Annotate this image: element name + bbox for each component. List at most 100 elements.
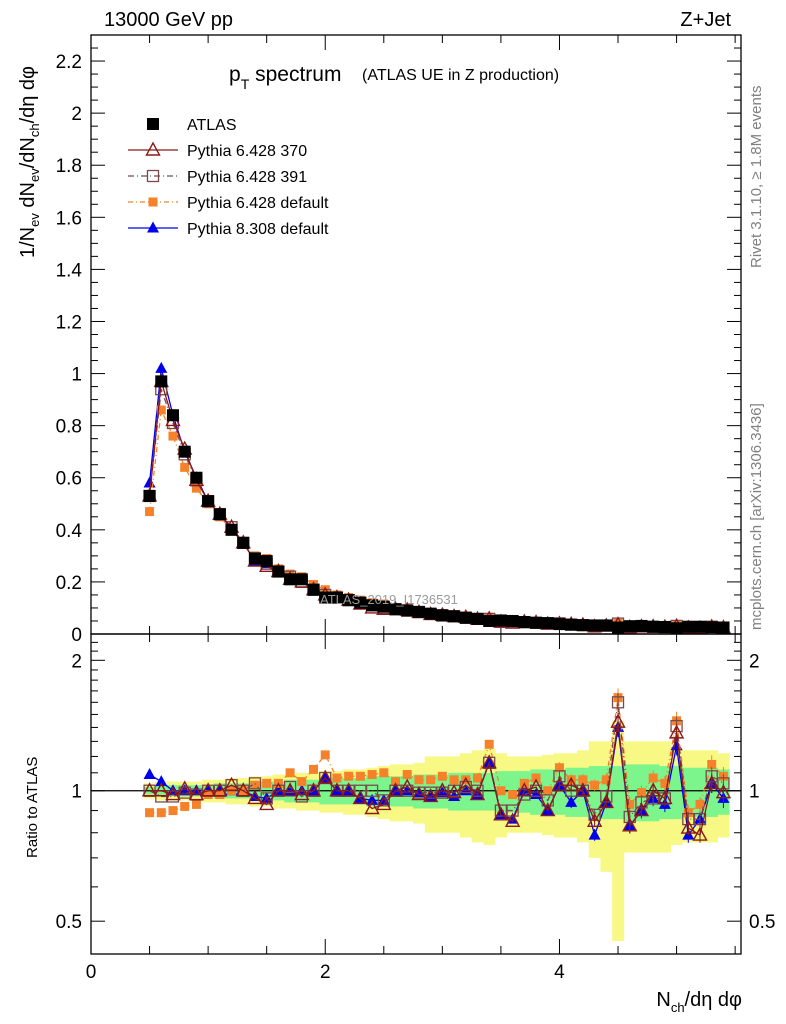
ratio-point	[344, 771, 354, 781]
ratio-series-pythia-6-428-370	[141, 712, 732, 843]
ratio-point	[461, 775, 471, 785]
ratio-series-line	[149, 697, 724, 814]
ratio-point	[376, 795, 392, 811]
ratio-point	[367, 770, 377, 780]
data-point	[612, 621, 625, 634]
ratio-point	[270, 782, 287, 797]
data-point	[576, 619, 589, 632]
data-point	[717, 621, 730, 634]
band-inner-bin	[588, 766, 601, 820]
data-point	[155, 361, 168, 373]
data-point	[180, 462, 190, 472]
data-point	[143, 489, 156, 502]
ratio-point	[704, 774, 720, 790]
header-right-label: Z+Jet	[680, 9, 731, 31]
ratio-point	[177, 780, 193, 795]
ratio-point	[516, 782, 533, 797]
data-point	[284, 573, 297, 586]
ratio-point	[424, 786, 437, 799]
ratio-point	[481, 754, 497, 769]
ratio-point	[458, 776, 474, 791]
legend-label: ATLAS	[187, 117, 237, 134]
data-point	[190, 471, 203, 484]
ratio-point	[565, 795, 578, 807]
main-ytick-label: 1.4	[56, 260, 83, 281]
ratio-point	[250, 780, 260, 790]
analysis-watermark: ATLAS_2019_I1736531	[320, 592, 458, 607]
ratio-point	[586, 812, 603, 828]
ratio-point	[472, 773, 482, 783]
ratio-point	[320, 750, 330, 760]
data-point	[635, 619, 648, 632]
main-ytick-label: 0	[71, 625, 82, 646]
main-axis-ticks: 0 0.2 0.4 0.6 0.8 1 1.2 1.4 1.6 1.8 2 2.2 0 2 4	[56, 35, 741, 983]
ratio-point	[554, 763, 564, 773]
data-point	[191, 483, 201, 493]
ratio-point	[625, 799, 635, 809]
legend: ATLAS Pythia 6.428 370 Pythia 6.428 391 Pyt…	[128, 117, 329, 238]
data-point	[494, 614, 507, 627]
ratio-point	[248, 777, 262, 790]
legend-label: Pythia 6.428 370	[187, 143, 307, 160]
data-point	[307, 583, 320, 596]
header-left-label: 13000 GeV pp	[104, 9, 233, 31]
legend-label: Pythia 6.428 391	[187, 169, 307, 186]
legend-marker	[147, 118, 159, 130]
plot-title: pT spectrum	[229, 63, 341, 92]
data-point	[588, 619, 601, 632]
ratio-point	[601, 775, 611, 785]
data-point	[518, 616, 531, 629]
data-point	[225, 523, 238, 536]
ratio-point	[636, 788, 646, 798]
ratio-ytick-label-right: 2	[749, 651, 760, 672]
ratio-point	[504, 812, 521, 828]
ratio-point	[590, 780, 600, 790]
ratio-point	[436, 786, 449, 798]
data-point	[248, 552, 261, 565]
data-point	[553, 618, 566, 631]
xlabel: Nch/dη dφ	[656, 989, 742, 1015]
ratio-point	[578, 775, 588, 785]
ratio-point	[648, 773, 658, 783]
ratio-point	[330, 784, 343, 796]
ratio-point	[695, 799, 705, 809]
data-point	[143, 476, 156, 488]
ratio-point	[668, 724, 685, 739]
ratio-point	[575, 782, 591, 797]
ratio-point	[598, 793, 614, 809]
data-point	[155, 375, 168, 388]
data-point	[694, 620, 707, 633]
data-point	[168, 431, 178, 441]
data-point	[506, 614, 519, 627]
series-line	[148, 368, 724, 629]
ratio-point	[352, 789, 369, 805]
ratio-point	[531, 773, 541, 783]
ratio-point	[297, 777, 307, 787]
data-point	[342, 594, 355, 607]
main-ytick-label: 1.8	[56, 156, 82, 177]
ratio-point	[715, 784, 732, 799]
ratio-point	[145, 808, 155, 818]
legend-label: Pythia 8.308 default	[187, 221, 329, 238]
data-point	[670, 622, 683, 635]
ratio-point	[317, 769, 333, 784]
ratio-point	[484, 739, 494, 749]
ratio-point	[200, 782, 216, 797]
ratio-ytick-label-right: 0.5	[749, 912, 775, 933]
data-point	[272, 565, 285, 578]
ratio-point	[657, 789, 673, 805]
data-point	[319, 591, 332, 604]
data-point	[424, 607, 437, 620]
main-ytick-label: 0.6	[56, 469, 82, 490]
main-ytick-label: 1	[71, 365, 82, 386]
legend-marker	[145, 141, 161, 156]
data-point	[377, 600, 390, 613]
ratio-point	[611, 696, 625, 709]
main-ylabel: 1/Nev dNev/dNch/dη dφ	[17, 66, 42, 258]
data-point	[178, 445, 191, 458]
ratio-ytick-label: 2	[71, 651, 82, 672]
series-atlas	[143, 375, 730, 635]
ratio-point	[165, 786, 181, 801]
ratio-point	[540, 802, 556, 817]
